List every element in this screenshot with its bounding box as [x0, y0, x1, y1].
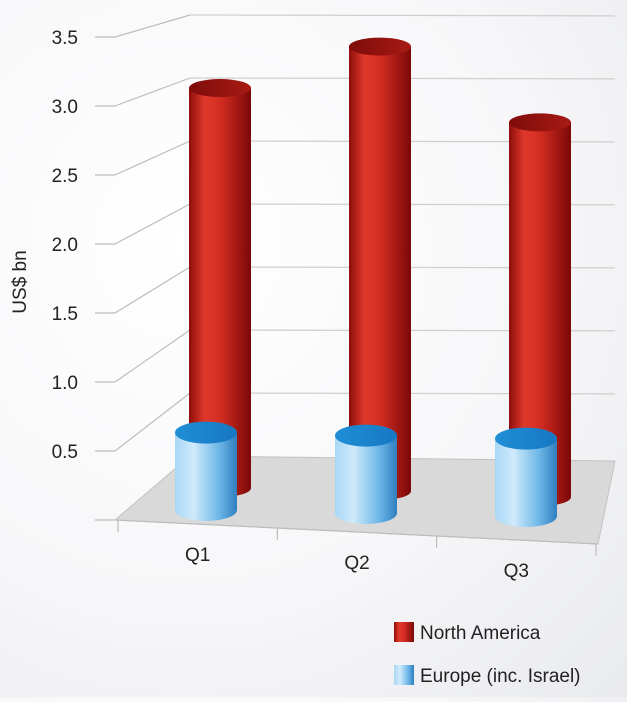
y-gridline-side [114, 140, 191, 176]
bar-north-america-q1 [189, 79, 251, 497]
legend-swatch [394, 665, 414, 685]
bar-north-america-q2 [349, 37, 411, 500]
y-gridline-side [114, 77, 191, 107]
bar-europe-q2 [335, 424, 397, 524]
y-gridline-side [114, 329, 191, 383]
y-gridline-side [114, 203, 191, 245]
y-gridline-side [114, 14, 191, 38]
bar-north-america-q1-body [189, 88, 251, 497]
y-tick-label: 2.5 [52, 166, 78, 187]
bar-north-america-q2-body [349, 46, 411, 500]
y-gridline-side [114, 266, 191, 314]
bar-europe-q3-body [495, 438, 557, 527]
bar-north-america-q3-body [509, 122, 571, 506]
y-axis-label: US$ bn [10, 250, 31, 313]
bar-europe-q2-top [335, 424, 397, 447]
x-tick-label: Q1 [185, 545, 210, 566]
y-tick-label: 1.0 [52, 373, 78, 394]
x-tick-label: Q2 [344, 553, 369, 574]
legend-label: North America [420, 623, 541, 644]
y-tick-label: 0.5 [52, 442, 78, 463]
y-gridline-back [189, 14, 616, 17]
x-axis-line [114, 519, 599, 545]
bar-north-america-q3-top [509, 113, 571, 132]
bar-north-america-q1-top [189, 79, 251, 98]
bar-europe-q3-top [495, 427, 557, 450]
bar-europe-q2-body [335, 435, 397, 524]
y-tick-label: 1.5 [52, 304, 78, 325]
y-tick-label: 3.5 [52, 28, 78, 49]
y-tick-label: 3.0 [52, 97, 78, 118]
legend-swatch [394, 622, 414, 642]
y-gridline-side [114, 392, 191, 452]
bar-europe-q3 [495, 427, 557, 527]
bar-europe-q1-body [175, 432, 237, 521]
bar-north-america-q2-top [349, 37, 411, 56]
legend-label: Europe (inc. Israel) [420, 666, 581, 687]
bar-europe-q1 [175, 421, 237, 521]
x-tick-label: Q3 [504, 561, 529, 582]
bar-north-america-q3 [509, 113, 571, 506]
y-tick-label: 2.0 [52, 235, 78, 256]
bar-europe-q1-top [175, 421, 237, 444]
